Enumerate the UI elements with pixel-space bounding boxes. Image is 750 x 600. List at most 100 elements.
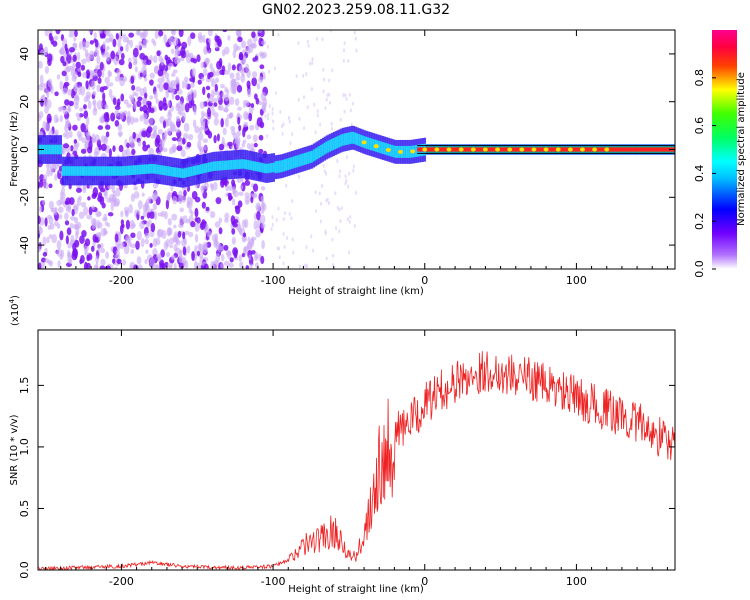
spectrogram-noise-speck xyxy=(261,51,267,59)
spectrogram-noise-speck xyxy=(146,144,151,149)
spectrogram-noise-speck xyxy=(43,182,49,190)
spectrogram-x-tick-label: 0 xyxy=(421,274,428,287)
spectrogram-noise-speck xyxy=(131,84,136,91)
spectrogram-noise-speck xyxy=(66,227,72,236)
spectrogram-noise-speck xyxy=(237,200,243,208)
spectrogram-noise-speck xyxy=(266,44,269,49)
snr-y-tick-label: 0.5 xyxy=(18,500,31,518)
spectrogram-ridge-core xyxy=(99,166,103,176)
spectrogram-noise-speck xyxy=(137,264,143,269)
spectrogram-noise-speck xyxy=(261,239,265,250)
spectrogram-noise-speck xyxy=(202,68,208,77)
spectrogram-ridge-core xyxy=(59,144,63,155)
spectrogram-noise-speck xyxy=(152,55,158,64)
spectrogram-noise-speck xyxy=(324,106,327,111)
spectrogram-noise-speck xyxy=(101,202,106,209)
spectrogram-noise-speck xyxy=(266,116,269,121)
spectrogram-noise-speck xyxy=(262,203,267,211)
spectrogram-noise-speck xyxy=(316,108,319,113)
spectrogram-noise-speck xyxy=(112,258,116,264)
spectrogram-noise-speck xyxy=(144,238,150,244)
colorbar-tick-label: 0.4 xyxy=(693,165,706,183)
spectrogram-ridge-core xyxy=(354,132,357,145)
spectrogram-noise-speck xyxy=(130,248,135,255)
spectrogram-noise-speck xyxy=(95,232,101,238)
spectrogram-noise-speck xyxy=(256,83,261,90)
spectrogram-noise-speck xyxy=(146,126,153,134)
spectrogram-noise-speck xyxy=(156,253,162,260)
spectrogram-noise-speck xyxy=(203,145,207,151)
spectrogram-noise-speck xyxy=(336,205,339,210)
spectrogram-noise-speck xyxy=(139,72,143,78)
spectrogram-noise-speck xyxy=(342,58,345,63)
spectrogram-noise-speck xyxy=(40,95,45,100)
spectrogram-noise-speck xyxy=(271,215,274,220)
spectrogram-noise-speck xyxy=(186,141,192,148)
spectrogram-noise-speck xyxy=(168,62,174,68)
spectrogram-noise-speck xyxy=(38,84,44,91)
spectrogram-noise-speck xyxy=(64,43,68,52)
spectrogram-ridge-core xyxy=(43,144,46,155)
spectrogram-noise-speck xyxy=(78,211,85,219)
spectrogram-noise-speck xyxy=(166,128,172,136)
spectrogram-noise-speck xyxy=(93,151,99,157)
spectrogram-noise-speck xyxy=(343,41,346,46)
spectrogram-noise-speck xyxy=(190,220,196,228)
spectrogram-noise-speck xyxy=(81,137,87,144)
spectrogram-ridge-core xyxy=(134,165,137,175)
spectrogram-noise-speck xyxy=(344,93,347,98)
spectrogram-ridge-core xyxy=(298,154,301,167)
spectrogram-noise-speck xyxy=(336,159,339,164)
spectrogram-noise-speck xyxy=(112,97,117,106)
colorbar-tick-label: 0.6 xyxy=(693,117,706,135)
spectrogram-noise-speck xyxy=(199,126,203,134)
spectrogram-noise-speck xyxy=(108,88,113,98)
spectrogram-noise-speck xyxy=(141,66,148,76)
spectrogram-noise-speck xyxy=(174,49,179,60)
spectrogram-noise-speck xyxy=(254,251,259,260)
spectrogram-noise-speck xyxy=(239,184,244,190)
spectrogram-noise-speck xyxy=(244,99,250,107)
spectrogram-noise-speck xyxy=(258,134,264,141)
spectrogram-ridge-core xyxy=(229,160,232,170)
spectrogram-noise-speck xyxy=(205,206,210,212)
spectrogram-noise-speck xyxy=(135,86,142,92)
spectrogram-noise-speck xyxy=(220,118,224,128)
spectrogram-noise-speck xyxy=(79,258,83,265)
spectrogram-noise-speck xyxy=(150,222,156,233)
spectrogram-ridge-core xyxy=(283,159,286,172)
spectrogram-noise-speck xyxy=(181,80,185,89)
spectrogram-noise-speck xyxy=(332,253,335,258)
spectrogram-ridge-core xyxy=(347,132,350,145)
spectrogram-noise-speck xyxy=(166,78,170,84)
spectrogram-noise-speck xyxy=(76,115,81,121)
spectrogram-noise-speck xyxy=(271,111,274,116)
spectrogram-ridge-core xyxy=(161,165,164,175)
spectrogram-ridge-core xyxy=(303,152,306,165)
spectrogram-noise-speck xyxy=(181,137,186,145)
spectrogram-noise-speck xyxy=(194,207,199,218)
spectrogram-noise-speck xyxy=(222,127,227,136)
spectrogram-noise-speck xyxy=(235,72,240,78)
spectrogram-noise-speck xyxy=(93,107,97,112)
spectrogram-noise-speck xyxy=(159,144,165,153)
spectrogram-noise-speck xyxy=(303,126,306,131)
spectrogram-noise-speck xyxy=(203,181,209,190)
spectrogram-noise-speck xyxy=(149,72,155,79)
spectrogram-noise-speck xyxy=(179,110,184,117)
spectrogram-noise-speck xyxy=(187,35,192,46)
spectrogram-noise-speck xyxy=(191,67,196,78)
spectrogram-noise-speck xyxy=(178,30,184,38)
spectrogram-noise-speck xyxy=(142,210,148,218)
spectrogram-noise-speck xyxy=(76,187,82,193)
spectrogram-noise-speck xyxy=(353,224,356,229)
spectrogram-ridge-core xyxy=(267,163,270,174)
spectrogram-noise-speck xyxy=(133,101,138,110)
spectrogram-noise-speck xyxy=(238,124,242,132)
spectrogram-noise-speck xyxy=(120,93,125,102)
spectrogram-ridge-core xyxy=(212,161,215,171)
spectrogram-noise-speck xyxy=(103,30,110,35)
colorbar-tick-label: 0.0 xyxy=(693,260,706,278)
spectrogram-peak-blob xyxy=(531,147,537,152)
